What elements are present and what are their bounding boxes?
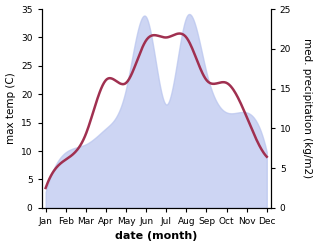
Y-axis label: max temp (C): max temp (C) [5, 73, 16, 144]
Y-axis label: med. precipitation (kg/m2): med. precipitation (kg/m2) [302, 38, 313, 179]
X-axis label: date (month): date (month) [115, 231, 197, 242]
